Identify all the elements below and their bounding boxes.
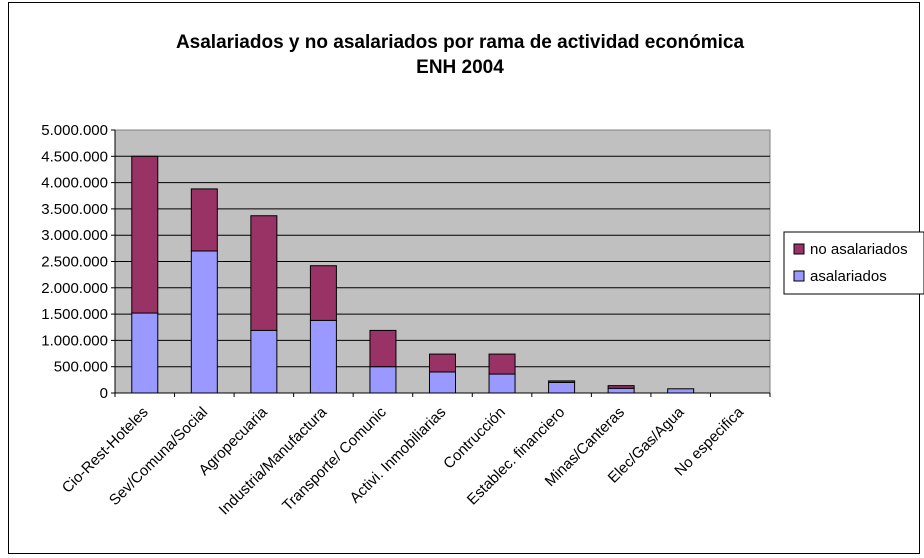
legend-box [783,231,924,295]
y-tick-label: 4.500.000 [41,148,108,165]
bar-segment [369,366,397,394]
x-tick-label: Transporte/ Comunic [279,403,390,514]
y-tick-label: 1.000.000 [41,332,108,349]
y-tick-label: 0 [100,385,108,402]
legend-swatch [793,243,805,255]
bar-segment [190,250,218,394]
y-tick-label: 2.000.000 [41,280,108,297]
bar-segment [429,371,456,394]
y-tick-label: 1.500.000 [41,306,108,323]
bar-segment [369,329,397,368]
bar-segment [190,188,218,252]
y-tick-label: 5.000.000 [41,122,108,139]
y-tick-label: 3.000.000 [41,227,108,244]
bar-segment [131,312,159,394]
y-tick-label: 2.500.000 [41,254,108,271]
bar-segment [548,381,576,394]
bar-segment [429,353,456,373]
y-tick-label: 3.500.000 [41,201,108,218]
bar-segment [309,265,337,321]
legend-swatch [793,270,805,282]
bar-segment [488,353,516,375]
bar-segment [607,387,635,394]
bar-segment [548,380,576,383]
chart-title-block: Asalariados y no asalariados por rama de… [0,30,920,80]
chart-title: Asalariados y no asalariados por rama de… [175,32,745,53]
y-tick-label: 4.000.000 [41,175,108,192]
bar-segment [667,388,695,394]
bar-segment [309,319,337,394]
legend-label: asalariados [810,268,887,285]
bar-segment [250,329,278,394]
x-tick-label: Industria/Manufactura [216,403,331,518]
bar-segment [607,385,635,389]
legend-label: no asalariados [810,241,908,258]
chart-subtitle: ENH 2004 [416,57,504,78]
y-tick-label: 500.000 [54,359,108,376]
bar-segment [131,155,159,314]
bar-segment [488,373,516,394]
x-tick-label: Establec. financiero [464,404,569,509]
x-tick-label: Sev/Comuna/Social [106,404,211,509]
bar-segment [250,215,278,331]
